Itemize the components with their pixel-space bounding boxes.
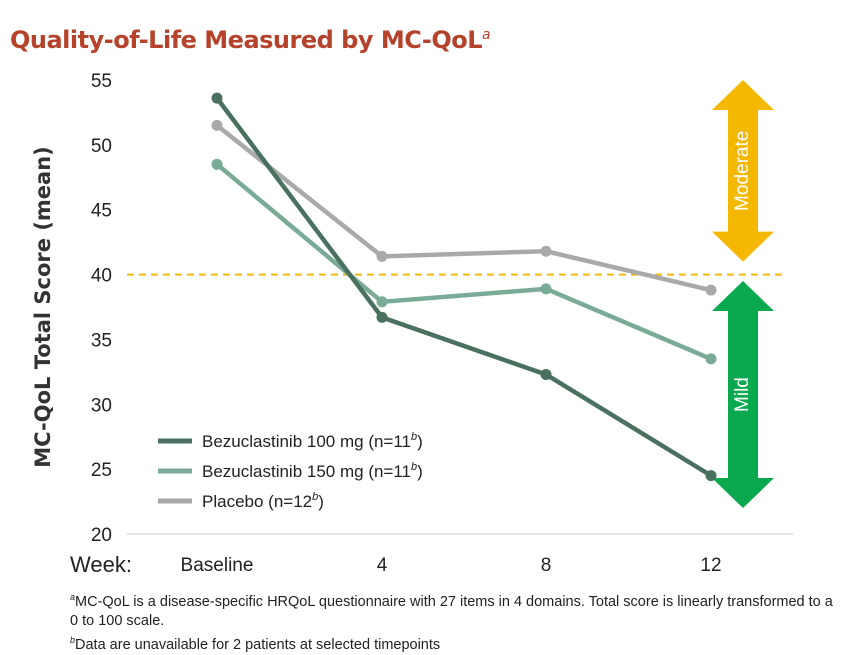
severity-arrows: Moderate Mild xyxy=(712,80,774,509)
y-tick-label: 55 xyxy=(91,71,112,92)
x-tick-label: 8 xyxy=(541,555,552,576)
arrow-label: Mild xyxy=(732,377,753,412)
y-tick-label: 35 xyxy=(91,330,112,351)
arrow-moderate xyxy=(712,80,774,262)
y-tick-label: 20 xyxy=(91,525,112,546)
data-point xyxy=(705,470,717,482)
series-line xyxy=(214,95,714,478)
series-line xyxy=(214,162,714,362)
data-point xyxy=(376,250,388,262)
series-line xyxy=(214,123,714,293)
y-tick-label: 50 xyxy=(91,136,112,157)
data-point xyxy=(211,92,223,104)
y-tick-label: 45 xyxy=(91,201,112,222)
x-tick-label: Baseline xyxy=(181,555,254,576)
legend-label: Bezuclastinib 100 mg (n=11b) xyxy=(202,431,423,451)
data-point xyxy=(540,368,552,380)
arrow-mild xyxy=(712,281,774,509)
arrow-label: Moderate xyxy=(732,131,753,211)
data-point xyxy=(705,284,717,296)
legend-label: Placebo (n=12b) xyxy=(202,491,324,511)
data-point xyxy=(376,311,388,323)
x-axis-title: Week: xyxy=(70,552,132,577)
x-tick-label: 12 xyxy=(700,555,721,576)
y-tick-label: 40 xyxy=(91,266,112,287)
x-ticks: Baseline 4 8 12 xyxy=(181,555,722,576)
data-point xyxy=(540,245,552,257)
footnote-b: bData are unavailable for 2 patients at … xyxy=(70,634,441,653)
data-point xyxy=(211,119,223,131)
y-tick-label: 25 xyxy=(91,460,112,481)
data-point xyxy=(376,296,388,308)
data-point xyxy=(540,283,552,295)
y-axis: 20 25 30 35 40 45 50 55 xyxy=(91,71,112,546)
y-axis-label: MC-QoL Total Score (mean) xyxy=(31,146,55,468)
data-point xyxy=(211,158,223,170)
legend-label: Bezuclastinib 150 mg (n=11b) xyxy=(202,461,423,481)
footnotes: aMC-QoL is a disease-specific HRQoL ques… xyxy=(70,588,840,655)
x-tick-label: 4 xyxy=(377,555,388,576)
legend: Bezuclastinib 100 mg (n=11b) Bezuclastini… xyxy=(158,431,423,511)
chart-title: Quality-of-Life Measured by MC-QoLa xyxy=(10,26,491,54)
data-point xyxy=(705,353,717,365)
y-tick-label: 30 xyxy=(91,395,112,416)
series-group xyxy=(211,92,717,482)
footnote-a: aMC-QoL is a disease-specific HRQoL ques… xyxy=(70,592,833,629)
